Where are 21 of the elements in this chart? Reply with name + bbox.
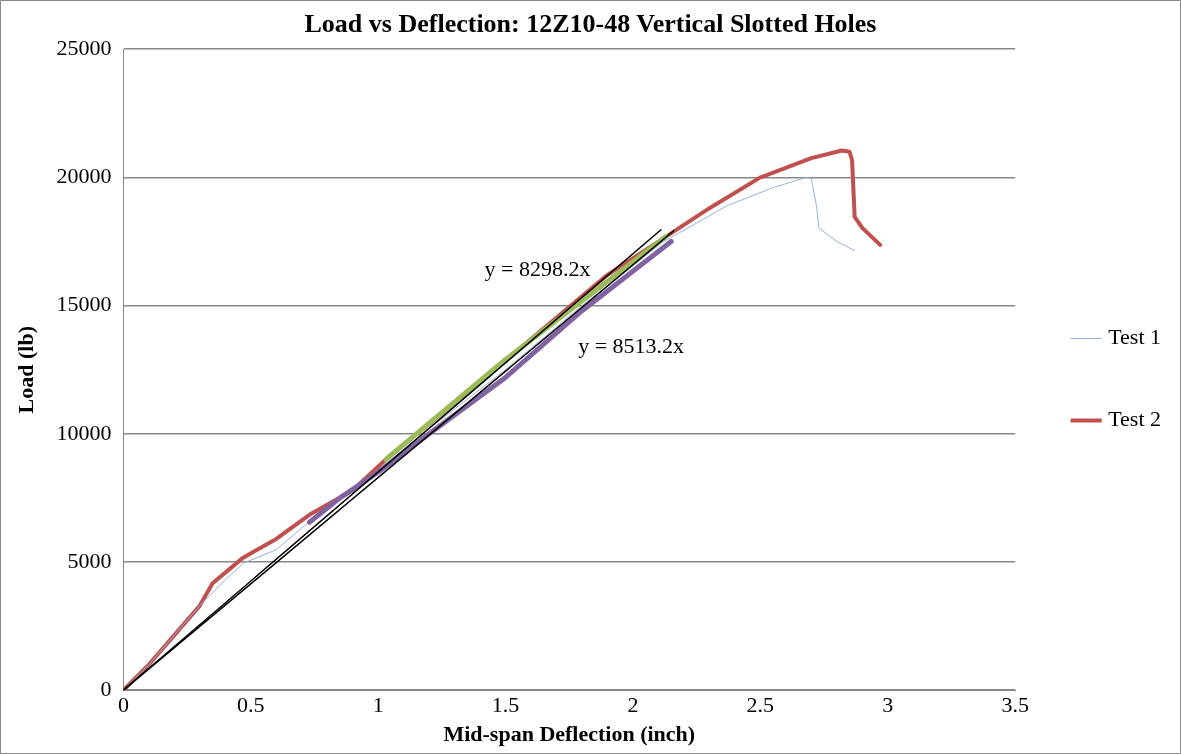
y-tick-label: 0 [100,675,112,701]
x-tick-label: 0.5 [237,692,265,718]
y-tick-label: 15000 [56,291,112,317]
y-axis-title: Load (lb) [12,325,38,414]
x-tick-label: 3.5 [1001,692,1029,718]
x-tick-label: 3 [882,692,894,718]
legend-label: Test 2 [1108,406,1161,432]
y-tick-label: 10000 [56,419,112,445]
annotation: y = 8298.2x [484,256,591,282]
x-axis-title: Mid-span Deflection (inch) [443,721,696,747]
y-tick-label: 25000 [56,34,112,60]
legend-label: Test 1 [1108,324,1161,350]
y-tick-label: 20000 [56,163,112,189]
y-tick-label: 5000 [67,547,112,573]
x-tick-label: 0 [117,692,129,718]
x-tick-label: 1.5 [491,692,520,718]
x-tick-label: 1 [372,692,384,718]
chart-title: Load vs Deflection: 12Z10-48 Vertical Slotted Holes [304,9,877,39]
annotation: y = 8513.2x [578,333,685,359]
x-tick-label: 2 [627,692,639,718]
x-tick-label: 2.5 [746,692,775,718]
